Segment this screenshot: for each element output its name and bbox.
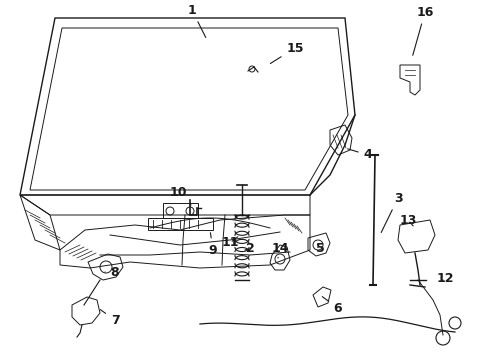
Text: 10: 10 xyxy=(169,185,191,205)
Text: 5: 5 xyxy=(316,242,324,255)
Text: 11: 11 xyxy=(221,237,239,249)
Text: 12: 12 xyxy=(436,271,454,284)
Text: 9: 9 xyxy=(209,233,217,256)
Text: 7: 7 xyxy=(100,310,120,327)
Text: 14: 14 xyxy=(271,242,289,258)
Text: 2: 2 xyxy=(245,242,254,255)
Text: 1: 1 xyxy=(188,4,206,37)
Text: 8: 8 xyxy=(105,266,119,279)
Text: 6: 6 xyxy=(322,297,343,315)
Text: 15: 15 xyxy=(270,41,304,63)
Text: 4: 4 xyxy=(348,148,372,162)
Text: 16: 16 xyxy=(413,5,434,55)
Text: 3: 3 xyxy=(381,192,402,233)
Text: 13: 13 xyxy=(399,213,416,226)
